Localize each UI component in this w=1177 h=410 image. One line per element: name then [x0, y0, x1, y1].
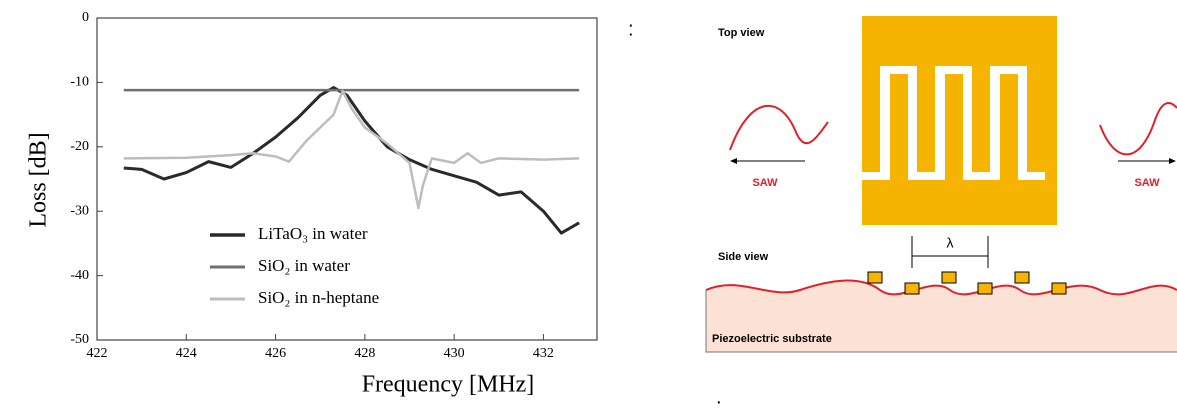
wave	[1100, 103, 1177, 154]
y-tick-label: 0	[82, 10, 89, 25]
figure: Frequency [MHz] Loss [dB] : . Top view S…	[0, 0, 1177, 410]
wave	[730, 106, 828, 150]
y-tick-label: -30	[70, 203, 89, 218]
page: {"chart_data":{"type":"line","x_label":"…	[0, 0, 1177, 410]
electrodes	[868, 272, 1066, 294]
x-tick-label: 426	[265, 346, 286, 361]
arrow-head	[730, 158, 737, 164]
annotation: :	[628, 18, 634, 40]
label: Top view	[718, 27, 765, 39]
annotation: .	[716, 386, 722, 408]
y-tick-label: -20	[70, 139, 89, 154]
label: SAW	[752, 177, 778, 189]
y-tick-label: -40	[70, 268, 89, 283]
label: λ	[947, 235, 954, 251]
legend-label: SiO₂ in water	[258, 256, 350, 275]
label: Side view	[718, 251, 769, 263]
label: Piezoelectric substrate	[712, 333, 832, 345]
y-tick-label: -50	[70, 332, 89, 347]
electrode-bus	[862, 16, 1057, 66]
y-axis-label: Loss [dB]	[26, 132, 52, 227]
x-tick-label: 432	[533, 346, 554, 361]
x-tick-label: 422	[87, 346, 108, 361]
fingers	[862, 60, 1057, 184]
legend-label: SiO₂ in n-heptane	[258, 288, 379, 307]
legend-label: LiTaO₃ in water	[258, 224, 368, 243]
x-tick-label: 430	[444, 346, 465, 361]
electrode-bus	[862, 180, 1057, 225]
arrow-head	[1169, 158, 1176, 164]
label: SAW	[1134, 177, 1160, 189]
x-tick-label: 428	[354, 346, 375, 361]
y-tick-label: -10	[70, 75, 89, 90]
x-axis-label: Frequency [MHz]	[362, 372, 535, 398]
saw-diagram: Top view SAW SAW Side view λ Piezoelectr…	[706, 16, 1177, 352]
series-line	[124, 91, 579, 208]
x-tick-label: 424	[176, 346, 197, 361]
